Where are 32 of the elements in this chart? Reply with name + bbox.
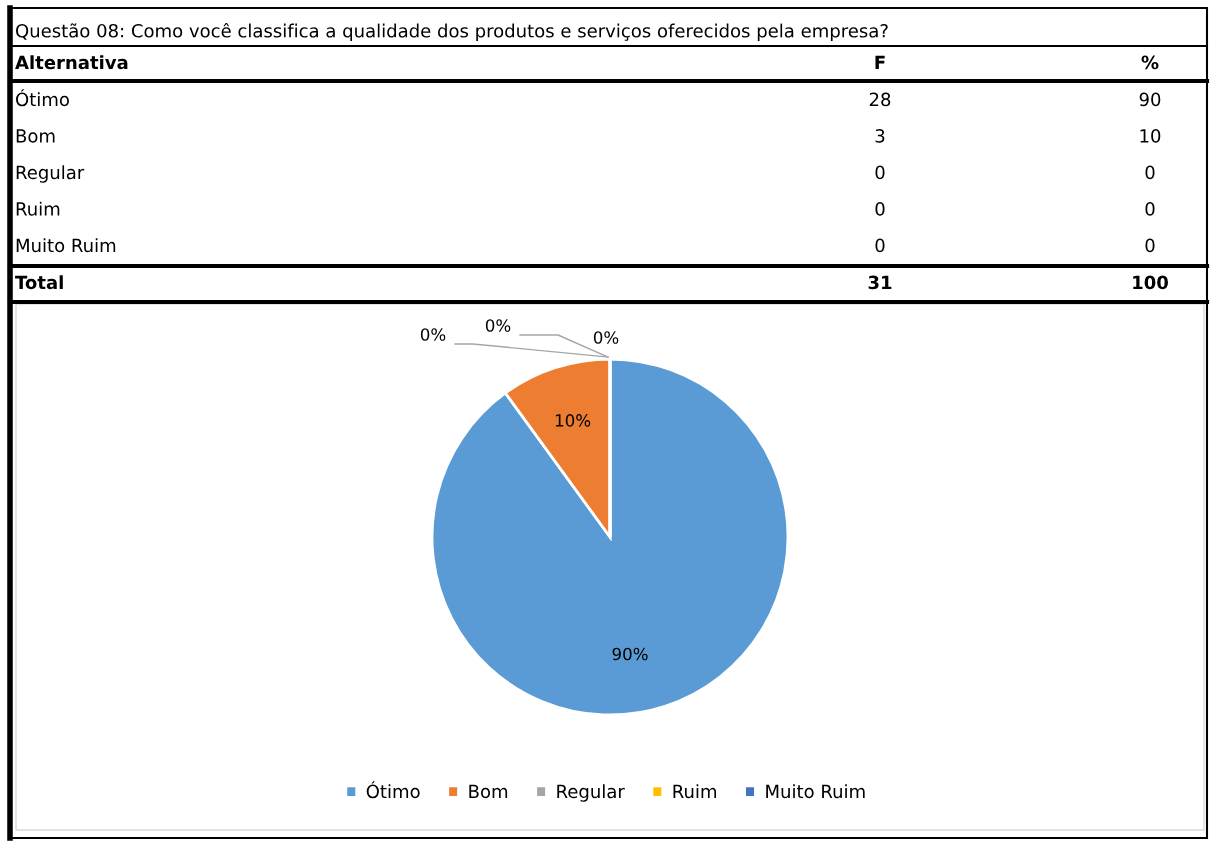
text: 100 bbox=[1133, 275, 1168, 290]
data-label: 3 bbox=[875, 129, 885, 143]
category-label: Regular bbox=[16, 165, 85, 183]
legend-label: Bom bbox=[469, 784, 508, 799]
category-label: Ótimo bbox=[16, 89, 69, 107]
text: 0% bbox=[485, 319, 511, 332]
data-label: 0 bbox=[875, 238, 885, 253]
category-label: Bom bbox=[16, 129, 55, 143]
data-label: 0 bbox=[875, 202, 885, 216]
data-label: 28 bbox=[869, 92, 891, 107]
data-label: 0 bbox=[1145, 238, 1155, 253]
text: Alternativa bbox=[15, 55, 128, 70]
data-label: 0 bbox=[1145, 202, 1155, 216]
text: 0% bbox=[420, 328, 446, 341]
text: % bbox=[1141, 55, 1159, 70]
data-label: 90% bbox=[612, 647, 648, 661]
text: Total bbox=[15, 275, 63, 290]
data-label: 0 bbox=[875, 165, 885, 180]
legend-label: Ótimo bbox=[366, 781, 420, 799]
text: F bbox=[875, 55, 885, 69]
text: 31 bbox=[868, 275, 892, 290]
text: Questão 08: Como você classifica a qualidade dos produtos e serviços oferecidos pela empresa? bbox=[16, 22, 888, 42]
text: 0% bbox=[593, 331, 619, 344]
data-label: 10 bbox=[1140, 129, 1161, 143]
legend-label: Muito Ruim bbox=[766, 784, 865, 799]
category-label: Muito Ruim bbox=[16, 238, 116, 253]
category-label: Ruim bbox=[16, 201, 60, 216]
data-label: 90 bbox=[1139, 92, 1161, 107]
legend-label: Regular bbox=[557, 784, 625, 802]
data-label: 10% bbox=[555, 414, 591, 427]
data-label: 0 bbox=[1145, 165, 1155, 180]
legend-label: Ruim bbox=[673, 784, 716, 799]
